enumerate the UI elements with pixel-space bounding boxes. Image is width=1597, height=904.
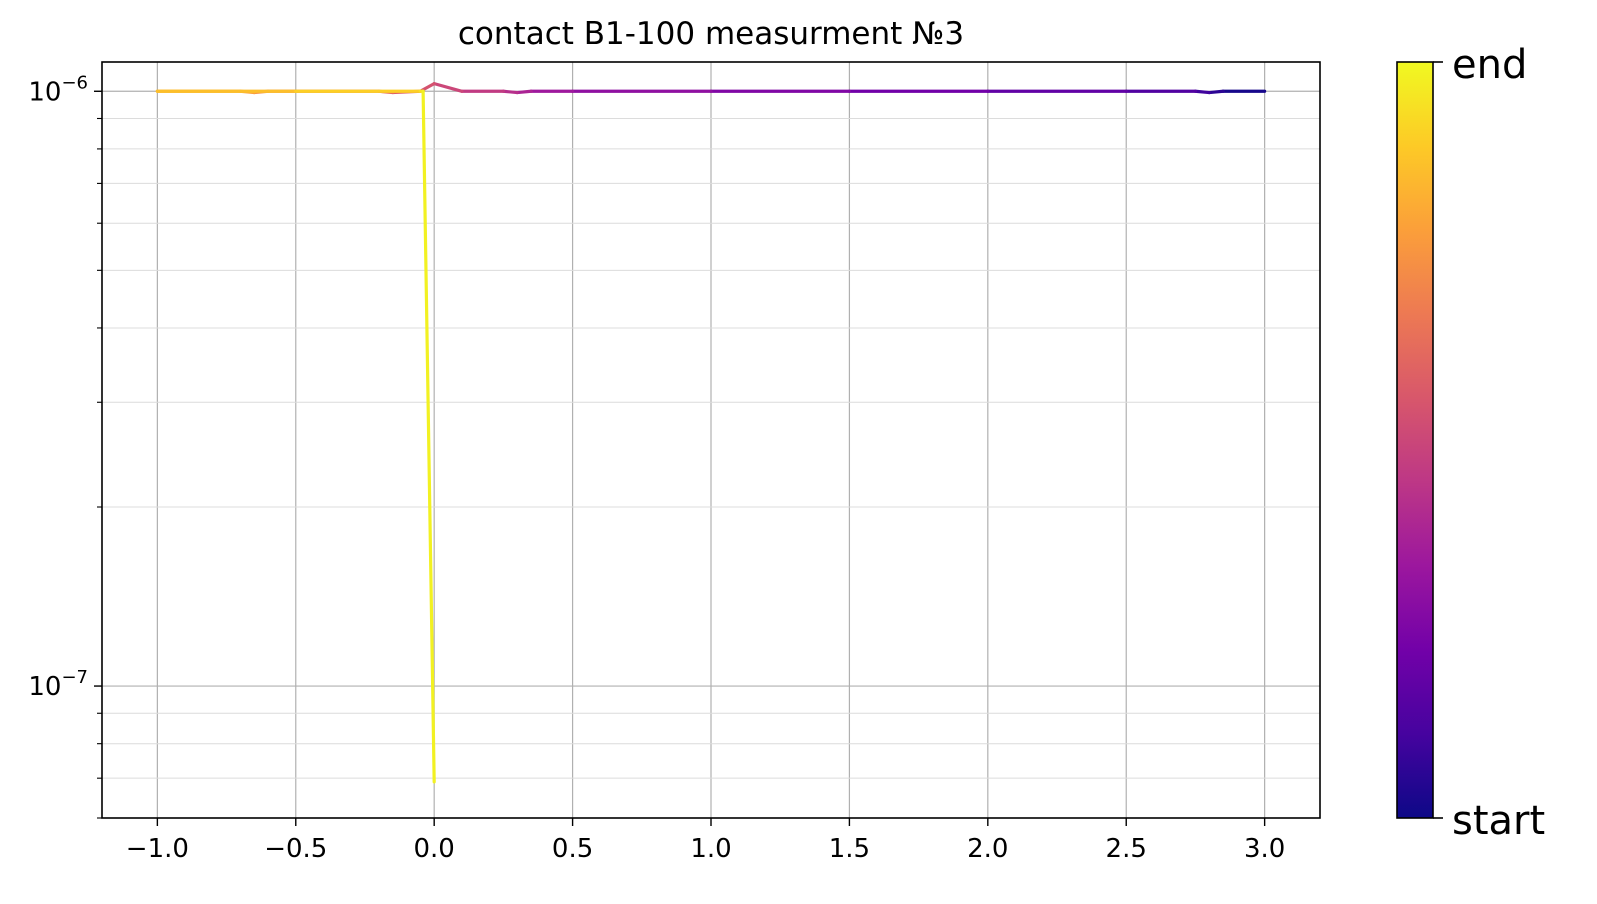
series-segment (501, 89, 519, 95)
x-tick-label: −1.0 (126, 834, 189, 864)
series-segment (515, 89, 533, 95)
x-tick-label: 0.0 (414, 834, 455, 864)
series-segment (1207, 89, 1225, 95)
chart-title: contact B1-100 measurment №3 (458, 16, 964, 52)
x-tick-label: 3.0 (1244, 834, 1285, 864)
axis-ticks: −1.0 −0.5 0.0 0.5 1.0 1.5 2.0 2.5 3.0 10−6 10−7 (28, 72, 1285, 864)
grid-lines (102, 62, 1320, 819)
x-tick-label: 1.5 (829, 834, 870, 864)
series-line (155, 82, 1267, 784)
y-tick-label: 10−7 (28, 667, 88, 702)
x-tick-label: 0.5 (552, 834, 593, 864)
colorbar-label-end: end (1452, 42, 1527, 88)
colorbar (1396, 61, 1434, 819)
y-tick-label: 10−6 (28, 72, 88, 107)
x-tick-label: −0.5 (264, 834, 327, 864)
x-tick-label: 2.5 (1106, 834, 1147, 864)
colorbar-label-start: start (1452, 798, 1545, 844)
series-segment (432, 82, 464, 93)
series-segment (421, 89, 436, 784)
series-segment (1193, 89, 1211, 95)
x-tick-label: 2.0 (967, 834, 1008, 864)
x-tick-label: 1.0 (690, 834, 731, 864)
